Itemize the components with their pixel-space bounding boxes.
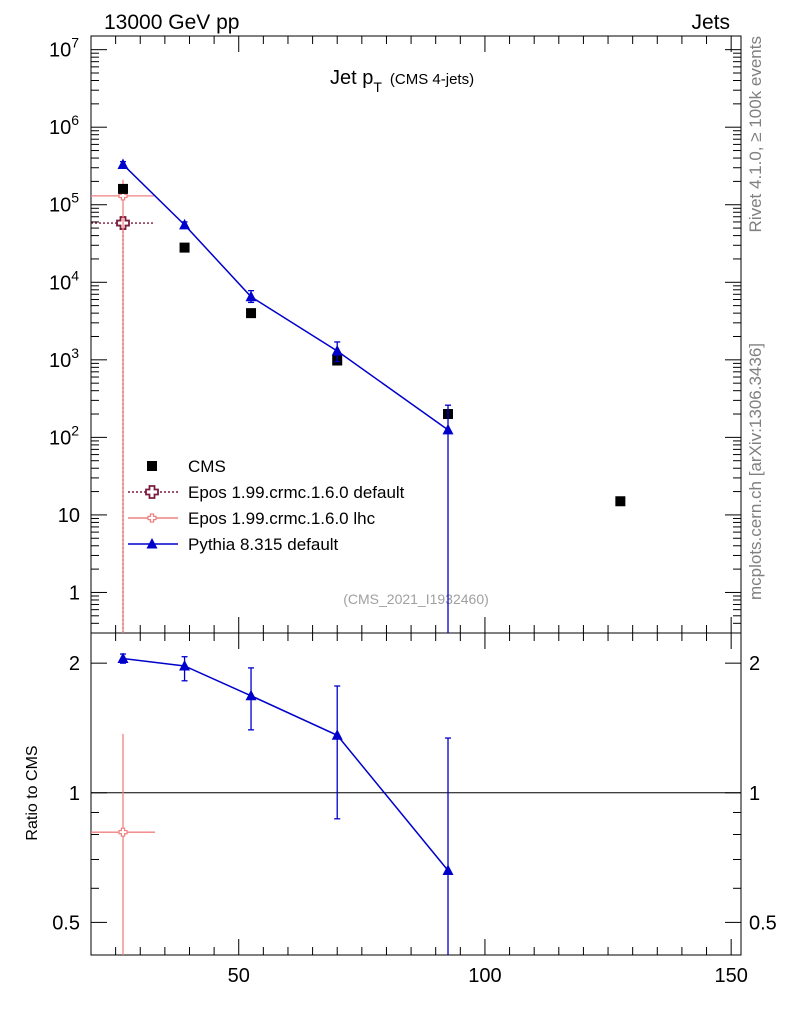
data-point: [118, 183, 129, 194]
data-point: [615, 496, 626, 507]
ratio-y-tick-label: 0.5: [52, 912, 80, 934]
analysis-watermark: (CMS_2021_I1932460): [343, 591, 489, 607]
legend-marker: [145, 485, 159, 499]
y-tick-label: 1: [69, 582, 80, 604]
x-tick-label: 50: [228, 965, 250, 987]
ratio-y-tick-label-right: 1: [749, 783, 760, 805]
side-label-bottom: mcplots.cern.ch [arXiv:1306.3436]: [746, 343, 765, 600]
y-tick-label: 107: [49, 35, 79, 62]
header-right: Jets: [691, 11, 730, 34]
data-point: [331, 344, 343, 356]
data-layer: [91, 158, 626, 955]
axes-layer: 50 100 150 1 10 102 103 104 105 106 107 0.5 0.5 1 1 2 2: [49, 35, 777, 987]
x-tick-label: 150: [714, 965, 747, 987]
legend-marker: [147, 461, 157, 471]
ratio-y-tick-label-right: 0.5: [749, 912, 777, 934]
chart-title-main: Jet p: [330, 67, 373, 89]
data-point: [331, 729, 343, 740]
data-point: [442, 423, 454, 435]
ratio-series: [91, 733, 156, 955]
y-tick-label: 104: [49, 267, 79, 294]
series-line: [122, 163, 449, 431]
y-tick-label: 103: [49, 345, 79, 372]
data-point: [246, 308, 257, 319]
y-tick-label: 10: [58, 505, 80, 527]
y-tick-label: 102: [49, 422, 79, 449]
chart-title-sub: T: [373, 79, 382, 95]
x-tick-label: 100: [468, 965, 501, 987]
ratio-plot-frame: [90, 632, 742, 956]
y-tick-label: 105: [49, 190, 79, 217]
legend-item: Pythia 8.315 default: [128, 535, 339, 554]
y-tick-label: 106: [49, 112, 79, 139]
chart-title-note: (CMS 4-jets): [390, 71, 474, 88]
data-point: [179, 659, 191, 671]
data-point: [117, 158, 129, 170]
legend-item: Epos 1.99.crmc.1.6.0 default: [128, 483, 405, 502]
series-line: [122, 657, 449, 871]
main-series: [117, 158, 454, 633]
ratio-y-tick-label: 2: [69, 653, 80, 675]
header-left: 13000 GeV pp: [104, 11, 239, 34]
ratio-series: [117, 652, 454, 955]
data-point: [179, 242, 190, 253]
legend-label: Epos 1.99.crmc.1.6.0 default: [188, 483, 405, 502]
data-point: [442, 864, 454, 875]
legend-item: Epos 1.99.crmc.1.6.0 lhc: [128, 509, 376, 528]
legend-label: Pythia 8.315 default: [188, 535, 339, 554]
ratio-y-tick-label-right: 2: [749, 653, 760, 675]
legend-label: CMS: [188, 457, 226, 476]
data-point: [117, 652, 129, 664]
chart-title: Jet pT (CMS 4-jets): [330, 67, 474, 95]
data-point: [245, 290, 257, 302]
legend-item: CMS: [147, 457, 226, 476]
legend-label: Epos 1.99.crmc.1.6.0 lhc: [188, 509, 376, 528]
data-point: [179, 218, 191, 230]
data-point: [118, 827, 128, 837]
ratio-ylabel: Ratio to CMS: [24, 745, 41, 840]
ratio-y-tick-label: 1: [69, 783, 80, 805]
legend-marker: [146, 538, 158, 549]
legend-marker: [147, 513, 157, 523]
legend: CMS Epos 1.99.crmc.1.6.0 default Epos 1.99…: [128, 457, 405, 554]
data-point: [118, 191, 128, 201]
main-series: [91, 179, 156, 633]
side-label-top: Rivet 4.1.0, ≥ 100k events: [746, 36, 765, 232]
data-point: [245, 689, 257, 701]
